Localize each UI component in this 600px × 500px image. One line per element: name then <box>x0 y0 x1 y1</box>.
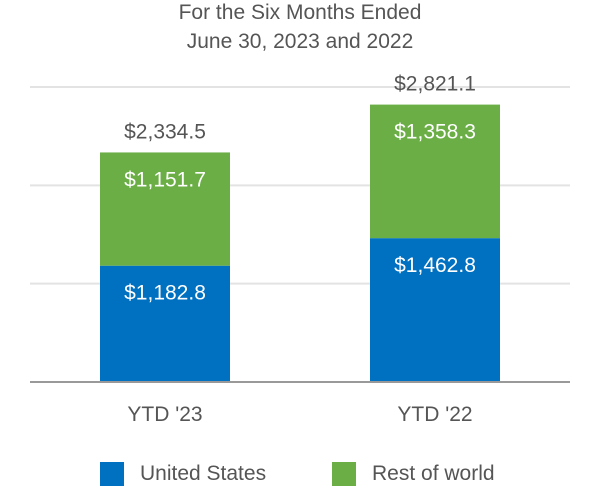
legend-label-rest-of-world: Rest of world <box>372 462 495 485</box>
data-label: $1,462.8 <box>394 254 476 277</box>
bar-segment-rest-of-world <box>370 104 500 239</box>
stacked-bar-chart: $1,182.8 $1,151.7 $2,334.5 YTD '23 $1,462.8 $… <box>30 73 570 426</box>
legend-swatch-rest-of-world <box>332 462 356 486</box>
total-label: $2,334.5 <box>124 120 206 143</box>
legend-swatch-united-states <box>100 462 124 486</box>
data-label: $1,151.7 <box>124 168 206 191</box>
legend-item-rest-of-world: Rest of world <box>332 462 495 486</box>
data-label: $1,182.8 <box>124 282 206 305</box>
x-tick-label: YTD '23 <box>127 403 202 426</box>
bar-segment-rest-of-world <box>100 152 230 266</box>
chart-title-line-1: For the Six Months Ended <box>178 1 422 24</box>
legend-label-united-states: United States <box>140 462 267 485</box>
legend-item-united-states: United States <box>100 462 266 486</box>
data-label: $1,358.3 <box>394 121 476 144</box>
bar-segment-united-states <box>100 265 230 382</box>
bar-segment-united-states <box>370 238 500 382</box>
x-tick-label: YTD '22 <box>397 403 472 426</box>
chart-title-line-2: June 30, 2023 and 2022 <box>186 30 414 53</box>
total-label: $2,821.1 <box>394 73 476 96</box>
